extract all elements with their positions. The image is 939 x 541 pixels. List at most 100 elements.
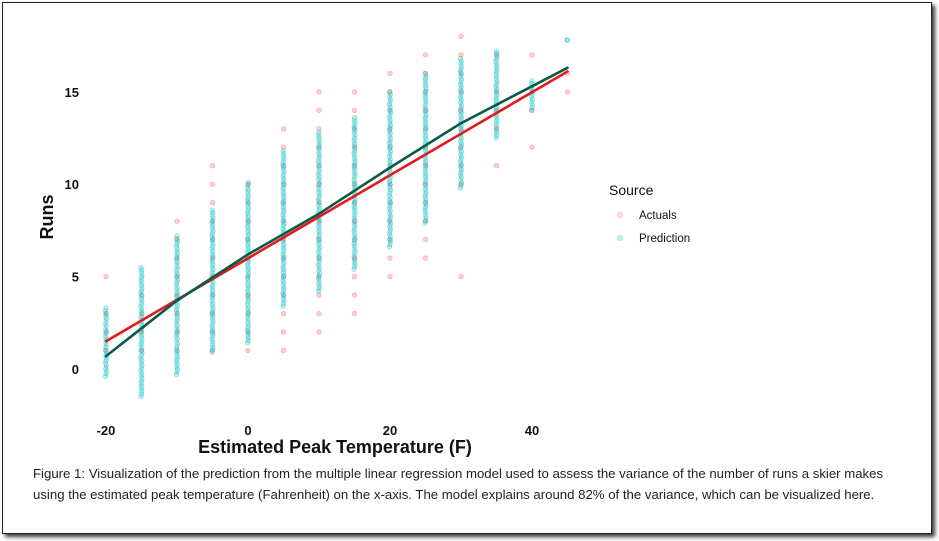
prediction-point xyxy=(210,241,216,247)
prediction-point xyxy=(422,166,429,172)
prediction-point xyxy=(351,151,357,157)
prediction-point xyxy=(422,78,428,84)
prediction-point xyxy=(174,366,181,372)
prediction-point xyxy=(351,238,358,244)
prediction-point xyxy=(458,125,464,132)
prediction-point xyxy=(493,84,499,90)
prediction-point xyxy=(174,271,180,277)
actual-point xyxy=(387,70,393,76)
x-tick-label: -20 xyxy=(97,423,116,438)
actual-point xyxy=(387,236,393,243)
prediction-point xyxy=(458,180,465,186)
prediction-point xyxy=(351,130,357,136)
prediction-point xyxy=(281,298,287,304)
prediction-point xyxy=(245,278,251,284)
prediction-point xyxy=(280,275,287,281)
prediction-point xyxy=(423,197,429,203)
prediction-point xyxy=(422,194,428,200)
prediction-point xyxy=(387,223,393,229)
prediction-point xyxy=(174,325,180,331)
actual-point xyxy=(422,236,429,243)
prediction-point xyxy=(281,202,287,208)
actual-point xyxy=(351,144,358,150)
prediction-point xyxy=(422,122,428,128)
actual-point xyxy=(387,181,393,187)
actual-point xyxy=(174,236,180,243)
prediction-point xyxy=(210,266,216,273)
actual-point xyxy=(280,162,287,169)
prediction-point xyxy=(458,182,464,188)
prediction-point xyxy=(281,194,287,201)
prediction-point xyxy=(210,318,216,324)
prediction-point xyxy=(245,216,251,222)
prediction-point xyxy=(316,129,322,136)
prediction-point xyxy=(351,202,357,208)
prediction-point xyxy=(316,176,322,182)
actual-point xyxy=(458,144,464,150)
prediction-point xyxy=(245,239,251,245)
prediction-point xyxy=(210,223,216,229)
prediction-point xyxy=(387,122,394,129)
prediction-point xyxy=(280,290,286,296)
prediction-point xyxy=(280,200,286,206)
prediction-point xyxy=(316,189,322,195)
prediction-point xyxy=(423,93,429,100)
actual-point xyxy=(103,273,109,280)
prediction-point xyxy=(245,203,251,209)
prediction-point xyxy=(529,102,536,108)
y-tick-label: 0 xyxy=(72,362,79,377)
prediction-point xyxy=(458,105,464,111)
prediction-point xyxy=(352,230,358,236)
prediction-point xyxy=(245,190,251,196)
prediction-point xyxy=(209,347,216,353)
prediction-point xyxy=(245,311,251,318)
prediction-point xyxy=(458,162,464,168)
prediction-point xyxy=(280,277,286,283)
prediction-point xyxy=(422,117,428,123)
prediction-point xyxy=(386,218,393,224)
actual-point xyxy=(316,218,322,224)
prediction-point xyxy=(245,332,251,338)
prediction-point xyxy=(387,190,393,196)
prediction-point xyxy=(138,378,145,384)
prediction-point xyxy=(174,338,180,344)
prediction-point xyxy=(564,37,571,43)
prediction-point xyxy=(494,117,500,123)
prediction-point xyxy=(351,240,357,247)
prediction-point xyxy=(457,185,464,191)
prediction-point xyxy=(316,179,323,185)
prediction-point xyxy=(210,235,216,242)
actual-point xyxy=(493,89,500,95)
prediction-point xyxy=(316,273,322,279)
actual-point xyxy=(351,162,358,169)
prediction-point xyxy=(138,290,144,296)
prediction-point xyxy=(351,148,358,154)
prediction-point xyxy=(528,107,535,113)
prediction-point xyxy=(280,205,286,211)
prediction-point xyxy=(352,217,358,223)
prediction-point xyxy=(316,231,323,237)
prediction-point xyxy=(210,326,216,332)
prediction-point xyxy=(316,218,323,224)
prediction-point xyxy=(351,161,358,167)
prediction-point xyxy=(351,181,357,188)
prediction-point xyxy=(174,279,180,285)
actual-point xyxy=(458,89,464,95)
prediction-point xyxy=(174,323,180,329)
points-layer xyxy=(102,33,571,400)
prediction-point xyxy=(138,287,145,294)
prediction-point xyxy=(174,276,181,283)
prediction-point xyxy=(387,107,393,113)
prediction-point xyxy=(352,153,358,159)
actual-point xyxy=(422,107,429,113)
actual-point xyxy=(280,329,287,335)
prediction-point xyxy=(209,233,215,239)
actual-point xyxy=(351,89,358,95)
prediction-point xyxy=(458,177,464,183)
prediction-point xyxy=(244,184,251,191)
actual-point xyxy=(316,199,322,206)
prediction-point xyxy=(422,174,428,180)
prediction-point xyxy=(422,199,428,205)
prediction-point xyxy=(139,388,145,395)
actual-point xyxy=(351,218,358,224)
